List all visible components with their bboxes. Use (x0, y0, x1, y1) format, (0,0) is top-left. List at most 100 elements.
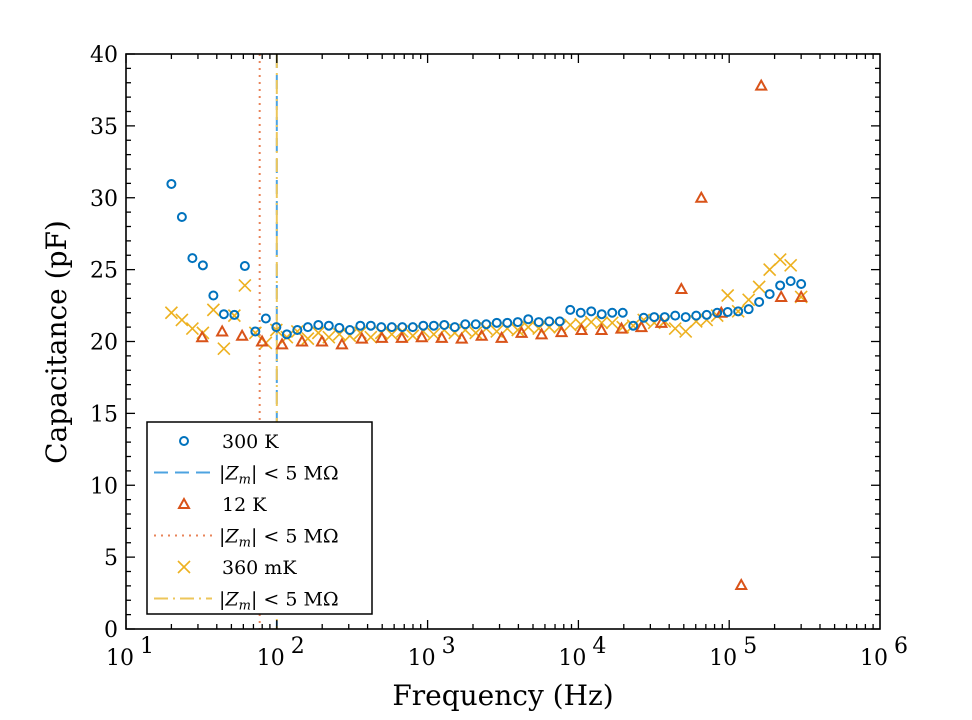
point-cross-25-stroke-b (427, 327, 441, 341)
point-cross-4 (206, 303, 220, 317)
point-cross-13-stroke-b (301, 332, 315, 346)
series-300-k (166, 178, 807, 340)
point-circle-3 (197, 260, 208, 271)
legend-label: 12 K (222, 494, 267, 516)
y-tick-label: 0 (104, 618, 118, 643)
series-12-k (195, 78, 808, 591)
point-circle-19 (365, 320, 376, 331)
x-tick-exponent: 3 (442, 634, 456, 659)
point-circle-27 (449, 322, 460, 333)
point-circle-26 (439, 319, 450, 330)
point-circle-45 (638, 312, 649, 323)
x-tick-exponent: 4 (592, 634, 606, 659)
point-triangle-7 (335, 337, 349, 350)
axes (125, 53, 881, 630)
point-cross-4-stroke-b (206, 303, 220, 317)
point-cross-39 (574, 317, 588, 331)
point-circle-1 (176, 212, 187, 223)
point-cross-7-stroke-b (238, 278, 252, 293)
point-circle-57 (764, 289, 775, 300)
point-cross-38 (563, 318, 577, 332)
point-triangle-14 (474, 328, 489, 341)
point-circle-10 (271, 322, 282, 333)
point-triangle-2 (235, 328, 249, 341)
point-triangle-24 (674, 281, 689, 295)
point-cross-18-stroke-b (353, 326, 367, 340)
point-triangle-22 (634, 320, 649, 333)
x-tick-label: 10 (709, 646, 737, 671)
point-triangle-6 (315, 334, 329, 347)
point-circle-53 (722, 307, 733, 318)
point-circle-6 (229, 309, 240, 320)
legend-label: |Zm| < 5 MΩ (219, 589, 339, 614)
point-triangle-9 (375, 330, 389, 343)
point-circle-12 (292, 325, 303, 335)
legend-entry-5: |Zm| < 5 MΩ (154, 589, 339, 614)
x-tick-exponent: 2 (291, 634, 305, 659)
point-triangle-30 (794, 289, 808, 302)
point-circle-58 (775, 280, 786, 291)
point-triangle-25 (694, 190, 709, 203)
legend: 300 K |Zm| < 5 MΩ 12 K |Zm| < 5 MΩ 360 mK |Zm… (146, 421, 373, 615)
point-cross-55-stroke-b (742, 293, 756, 307)
point-triangle-12 (435, 330, 449, 343)
point-circle-54 (733, 306, 744, 317)
data-points (164, 78, 808, 591)
point-circle-33 (512, 317, 523, 328)
point-circle-50 (691, 310, 702, 321)
point-triangle-21 (614, 321, 629, 334)
y-tick-label: 35 (90, 115, 118, 140)
point-cross-1 (175, 313, 189, 327)
point-circle-37 (554, 316, 565, 327)
legend-entry-2: 12 K (177, 494, 267, 516)
legend-entry-4: 360 mK (177, 557, 297, 579)
x-tick-exponent: 1 (140, 634, 154, 659)
point-cross-5 (217, 342, 231, 356)
point-circle-47 (659, 312, 670, 323)
x-tick-label: 10 (408, 646, 436, 671)
point-triangle-19 (574, 322, 589, 335)
point-cross-42 (605, 316, 619, 330)
point-triangle-28 (754, 78, 768, 91)
point-triangle-11 (415, 330, 429, 343)
point-circle-36 (544, 316, 555, 327)
point-triangle-23 (654, 315, 669, 328)
legend-entry-3: |Zm| < 5 MΩ (154, 526, 339, 551)
point-cross-53 (721, 288, 735, 303)
x-tick-exponent: 5 (743, 634, 757, 659)
point-cross-1-stroke-b (175, 313, 189, 327)
point-triangle-8 (355, 331, 369, 344)
point-cross-6-stroke-b (227, 309, 241, 323)
point-circle-4 (208, 290, 219, 301)
point-cross-56-stroke-b (752, 280, 766, 294)
point-triangle-15 (494, 330, 509, 343)
point-circle-52 (712, 307, 723, 318)
legend-marker-circle (179, 436, 189, 446)
point-cross-23-stroke-b (406, 329, 420, 343)
point-circle-23 (407, 322, 418, 333)
point-cross-2 (185, 321, 199, 336)
point-circle-16 (334, 322, 345, 333)
point-circle-30 (481, 319, 492, 330)
point-circle-11 (281, 329, 292, 340)
point-circle-49 (680, 312, 691, 323)
x-tick-label: 10 (558, 646, 586, 671)
point-circle-48 (670, 310, 681, 321)
point-cross-31-stroke-b (490, 324, 504, 339)
point-circle-42 (607, 307, 618, 318)
legend-marker-cross (177, 560, 191, 574)
point-cross-57-stroke-b (763, 263, 777, 277)
point-circle-56 (754, 296, 765, 307)
point-cross-2-stroke-b (185, 321, 199, 336)
point-triangle-4 (275, 337, 289, 350)
point-cross-29-stroke-b (469, 326, 483, 340)
point-cross-41 (595, 316, 609, 330)
point-circle-60 (796, 279, 807, 289)
point-circle-9 (260, 313, 271, 324)
point-cross-0 (164, 306, 178, 320)
point-cross-40-stroke-b (584, 315, 598, 329)
point-circle-28 (460, 319, 471, 330)
legend-label: |Zm| < 5 MΩ (219, 463, 339, 488)
